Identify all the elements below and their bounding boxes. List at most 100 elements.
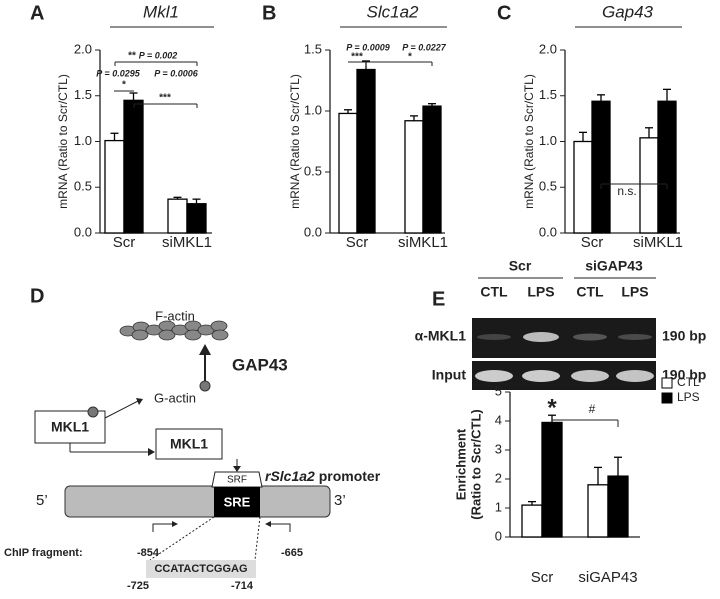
three-prime: 3’ xyxy=(334,492,346,509)
y-tick-label: 0.0 xyxy=(74,224,92,239)
sre-label: SRE xyxy=(224,494,251,509)
band xyxy=(475,370,513,382)
annotation: P = 0.0006 xyxy=(154,68,198,78)
y-tick-label: 1.5 xyxy=(304,41,322,56)
chart-title: Slc1a2 xyxy=(367,2,420,21)
dotted-line xyxy=(254,516,261,561)
x-tick-label: Scr xyxy=(581,234,604,251)
y-axis-label: (Ratio to Scr/CTL) xyxy=(468,409,483,520)
y-tick-label: 0 xyxy=(495,528,502,543)
promoter-gene: rSlc1a2 xyxy=(265,468,315,484)
y-tick-label: 1.0 xyxy=(304,102,322,117)
bar xyxy=(404,120,424,234)
x-tick-label: siMKL1 xyxy=(633,234,683,251)
primer xyxy=(152,523,175,532)
filament xyxy=(119,320,229,341)
bar xyxy=(123,99,144,234)
annotation: n.s. xyxy=(617,184,636,198)
legend-swatch xyxy=(661,392,673,404)
band xyxy=(573,333,607,341)
arrow-head xyxy=(265,521,271,527)
y-tick-label: 3 xyxy=(495,441,502,456)
x-tick-label: Scr xyxy=(113,234,136,251)
x-tick-label: siMKL1 xyxy=(162,234,212,251)
srf-label: SRF xyxy=(227,475,247,486)
promoter-label: rSlc1a2 promoter xyxy=(265,468,381,484)
bar xyxy=(541,421,563,538)
panel-letter: C xyxy=(497,2,511,24)
y-tick-label: 1.5 xyxy=(539,87,557,102)
chip-start: -854 xyxy=(137,547,160,559)
bar xyxy=(422,105,442,234)
band xyxy=(616,370,654,382)
y-tick-label: 0.0 xyxy=(539,224,557,239)
legend-label: LPS xyxy=(677,390,700,404)
mkl1-label: MKL1 xyxy=(51,419,89,435)
x-tick-label: siMKL1 xyxy=(398,234,448,251)
diagram: D F-actin GAP43 G-actin MKL1 MKL1 SRF SR… xyxy=(4,285,381,592)
lane-label: CTL xyxy=(480,284,508,300)
y-tick-label: 4 xyxy=(495,412,502,427)
legend-swatch xyxy=(661,377,673,389)
bar xyxy=(521,504,543,538)
gap43-label: GAP43 xyxy=(232,355,288,374)
g-actin-label: G-actin xyxy=(154,390,196,405)
bar xyxy=(591,100,611,234)
bar xyxy=(587,484,609,538)
seq-start: -725 xyxy=(127,580,149,592)
annotation: P = 0.0295 xyxy=(96,68,140,78)
y-tick-label: 1.0 xyxy=(539,133,557,148)
arrow xyxy=(104,399,141,419)
arrow-head xyxy=(233,466,241,472)
y-tick-label: 2.0 xyxy=(74,41,92,56)
gel: Scr siGAP43 CTL LPS CTL LPS α-MKL1 Input… xyxy=(415,258,706,390)
band xyxy=(571,370,609,382)
bar xyxy=(607,475,629,538)
promoter-bar xyxy=(64,485,331,518)
size-label: 190 bp xyxy=(662,367,706,383)
y-tick-label: 1 xyxy=(495,499,502,514)
panel-letter: B xyxy=(262,2,276,24)
promoter-word: promoter xyxy=(319,468,381,484)
y-tick-label: 0.5 xyxy=(539,179,557,194)
y-tick-label: 0.5 xyxy=(304,163,322,178)
legend-label: CTL xyxy=(677,375,700,389)
panel-letter: D xyxy=(30,285,44,307)
y-axis-label: mRNA (Ratio to Scr/CTL) xyxy=(288,74,302,209)
chart-title: Mkl1 xyxy=(143,2,179,21)
g-actin-dot xyxy=(199,380,211,392)
band xyxy=(523,332,559,342)
x-tick-label: Scr xyxy=(531,569,554,586)
size-label: 190 bp xyxy=(662,328,706,344)
arrow-head xyxy=(199,344,211,355)
y-tick-label: 5 xyxy=(495,383,502,398)
band xyxy=(477,334,511,340)
y-tick-label: 2.0 xyxy=(539,41,557,56)
bar xyxy=(338,112,358,234)
sequence-box xyxy=(146,560,256,578)
y-axis-label: Enrichment xyxy=(453,428,468,500)
primer xyxy=(268,523,291,532)
g-actin-dot xyxy=(87,406,99,418)
annotation: * xyxy=(122,80,126,91)
lane-label: LPS xyxy=(527,284,554,300)
annotation: * xyxy=(408,52,412,63)
annotation: P = 0.0227 xyxy=(402,42,446,52)
annotation: *** xyxy=(351,52,363,63)
sequence: CCATACTCGGAG xyxy=(154,563,247,575)
annotation: P = 0.0009 xyxy=(346,42,389,52)
mkl1-box xyxy=(155,428,223,460)
band xyxy=(522,370,560,382)
y-tick-label: 1.5 xyxy=(74,87,92,102)
gel-group: Scr xyxy=(509,258,532,274)
y-tick-label: 0.0 xyxy=(304,224,322,239)
panel-letter: A xyxy=(30,2,44,24)
bar xyxy=(657,100,677,234)
panel-letter: E xyxy=(432,288,445,310)
y-tick-label: 2 xyxy=(495,470,502,485)
arrow-head xyxy=(148,448,155,456)
five-prime: 5’ xyxy=(36,492,48,509)
bar xyxy=(356,68,376,234)
